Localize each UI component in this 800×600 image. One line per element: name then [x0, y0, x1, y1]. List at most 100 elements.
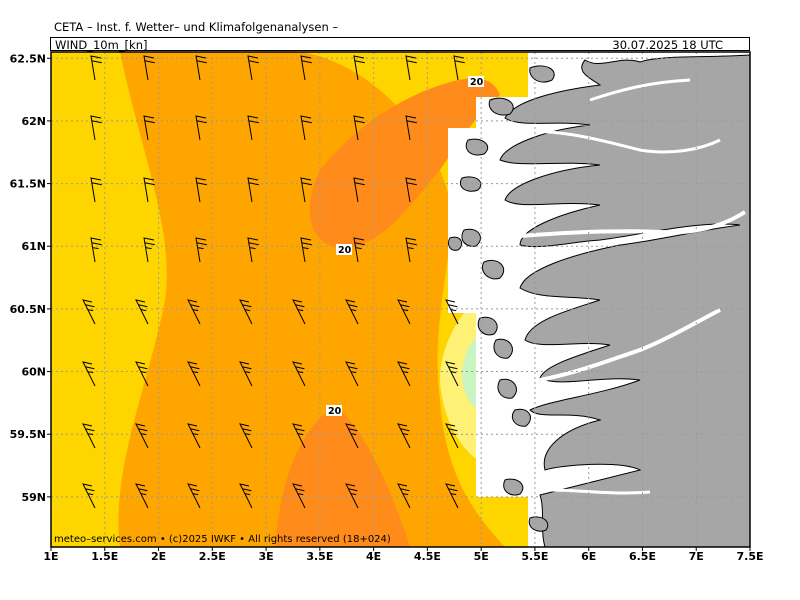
fjord-sognefjord [519, 210, 747, 238]
longitude-tick-label: 1E [43, 550, 58, 563]
copyright-credit: meteo–services.com • (c)2025 IWKF • All … [54, 534, 391, 545]
wind-barbs [82, 55, 465, 509]
wind-barb [405, 177, 417, 203]
parameter-bar: WIND_10m_[kn] 30.07.2025 18 UTC [50, 37, 750, 52]
contour-label-20-mid: 20 [338, 245, 352, 256]
wind-barb [300, 237, 312, 263]
wind-barb [143, 237, 155, 263]
longitude-axis: 1E 1.5E 2E 2.5E 3E 3.5E 4E 4.5E 5E 5.5E 6E 6.5E 7E 7.… [43, 547, 764, 563]
wind-barb [195, 237, 207, 263]
wind-barb [353, 177, 365, 203]
longitude-tick-label: 2E [151, 550, 166, 563]
wind-barb [292, 483, 306, 509]
wind-barb [345, 361, 359, 387]
longitude-tick-label: 6E [581, 550, 596, 563]
wind-barb [445, 361, 459, 387]
parameter-label: WIND_10m_[kn] [55, 38, 148, 52]
wind-barb [239, 361, 253, 387]
wind-barb [135, 423, 149, 449]
wind-barb [300, 55, 312, 81]
wind-calm-patch [462, 335, 478, 410]
latitude-tick-label: 59N [21, 491, 46, 504]
wind-barb [405, 55, 417, 81]
wind-barb [397, 361, 411, 387]
wind-barb [397, 423, 411, 449]
wind-barb [292, 299, 306, 325]
wind-barb [247, 115, 259, 141]
wind-barb [353, 115, 365, 141]
wind-barb [453, 55, 465, 81]
wind-barb [135, 299, 149, 325]
latitude-tick-label: 61N [21, 240, 46, 253]
longitude-tick-label: 1.5E [91, 550, 118, 563]
wind-barb [187, 483, 201, 509]
wind-barb [247, 55, 259, 81]
longitude-tick-label: 6.5E [629, 550, 656, 563]
wind-barb [239, 299, 253, 325]
wind-barb [353, 237, 365, 263]
wind-barb [300, 177, 312, 203]
wind-barb [90, 237, 102, 263]
wind-barb [292, 423, 306, 449]
longitude-tick-label: 4E [366, 550, 381, 563]
fjord-nordfjord [509, 129, 721, 154]
wind-barb [90, 55, 102, 81]
wind-barb [195, 55, 207, 81]
wind-barb [143, 115, 155, 141]
contour-label-20-south: 20 [328, 406, 342, 417]
wind-barb [247, 237, 259, 263]
longitude-tick-label: 3.5E [306, 550, 333, 563]
wind-band-25-lower [275, 409, 410, 547]
wind-barb [135, 361, 149, 387]
wind-barb [82, 423, 96, 449]
latitude-tick-label: 62.5N [10, 52, 46, 65]
wind-barb [143, 177, 155, 203]
graticule [50, 52, 751, 547]
latitude-tick-label: 62N [21, 115, 46, 128]
longitude-tick-label: 7.5E [736, 550, 763, 563]
wind-band-lt15 [440, 300, 478, 460]
contour-label-20-north: 20 [470, 77, 484, 88]
wind-barb [397, 483, 411, 509]
longitude-tick-label: 4.5E [414, 550, 441, 563]
latitude-tick-label: 60N [21, 366, 46, 379]
wind-barb [82, 483, 96, 509]
wind-barb [445, 299, 459, 325]
wind-barb [143, 55, 155, 81]
wind-barb [90, 115, 102, 141]
latitude-tick-label: 60.5N [10, 303, 46, 316]
map-title: CETA – Inst. f. Wetter– und Klimafolgena… [54, 20, 339, 34]
wind-barb [300, 115, 312, 141]
wind-barb [90, 177, 102, 203]
wind-barb [239, 483, 253, 509]
fjord-hardanger [539, 308, 721, 382]
latitude-tick-label: 59.5N [10, 428, 46, 441]
wind-barb [195, 115, 207, 141]
wind-barb [239, 423, 253, 449]
wind-barb [405, 237, 417, 263]
wind-barb [353, 55, 365, 81]
map-frame [50, 51, 751, 548]
fjord-boknafjord [549, 488, 651, 495]
wind-barb [397, 299, 411, 325]
valid-time: 30.07.2025 18 UTC [612, 38, 723, 52]
contour-labels: 20 20 20 [326, 76, 484, 417]
wind-barb [345, 483, 359, 509]
wind-barb [187, 299, 201, 325]
longitude-tick-label: 2.5E [199, 550, 226, 563]
coastal-islands [447, 65, 555, 532]
wind-barb [187, 361, 201, 387]
wind-barb [247, 177, 259, 203]
wind-barb [405, 115, 417, 141]
latitude-tick-label: 61.5N [10, 178, 46, 191]
fjord-storfjord [589, 78, 691, 102]
land-mainland [499, 54, 750, 547]
wind-barb [82, 361, 96, 387]
wind-barb [82, 299, 96, 325]
longitude-tick-label: 7E [689, 550, 704, 563]
longitude-tick-label: 3E [258, 550, 273, 563]
longitude-tick-label: 5.5E [521, 550, 548, 563]
wind-barb [345, 423, 359, 449]
wind-barb [187, 423, 201, 449]
